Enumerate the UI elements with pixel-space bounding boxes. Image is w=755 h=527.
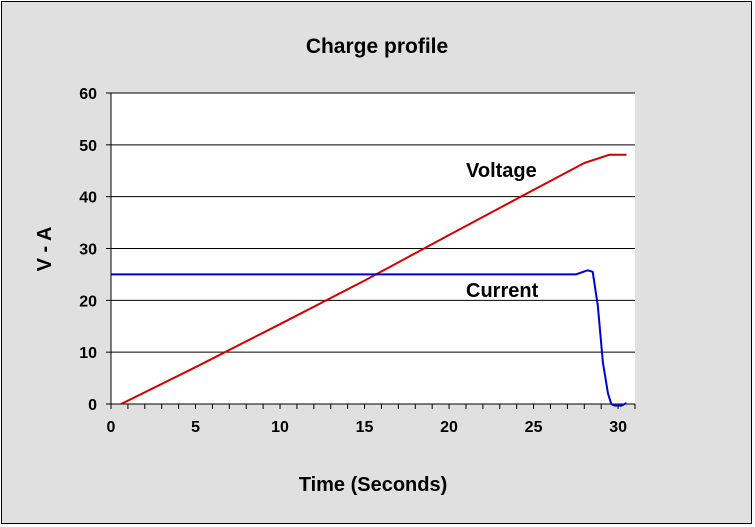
- gridlines: [111, 92, 635, 353]
- x-tick-label-10: 10: [271, 419, 289, 436]
- voltage-series-label: Voltage: [466, 160, 537, 182]
- x-tick-label-25: 25: [525, 419, 543, 436]
- y-tick-label-0: 0: [88, 397, 97, 414]
- tick-marks: [106, 92, 636, 409]
- chart-title: Charge profile: [306, 35, 448, 58]
- y-tick-label-40: 40: [79, 190, 97, 207]
- current-line: [111, 269, 627, 407]
- x-tick-label-5: 5: [191, 419, 200, 436]
- y-tick-label-20: 20: [79, 293, 97, 310]
- data-series: [111, 153, 627, 407]
- voltage-line: [120, 153, 627, 405]
- tick-labels: 0 10 20 30 40 50 60 0 5 10 15 20 25 30: [79, 86, 627, 436]
- current-series-label: Current: [466, 280, 539, 302]
- y-axis-title: V - A: [34, 227, 56, 272]
- x-tick-label-0: 0: [107, 419, 116, 436]
- x-tick-label-20: 20: [440, 419, 458, 436]
- y-tick-label-60: 60: [79, 86, 97, 103]
- y-tick-label-50: 50: [79, 138, 97, 155]
- x-axis-title: Time (Seconds): [299, 474, 448, 496]
- x-tick-label-15: 15: [356, 419, 374, 436]
- x-tick-label-30: 30: [609, 419, 627, 436]
- y-tick-label-10: 10: [79, 345, 97, 362]
- y-tick-label-30: 30: [79, 242, 97, 259]
